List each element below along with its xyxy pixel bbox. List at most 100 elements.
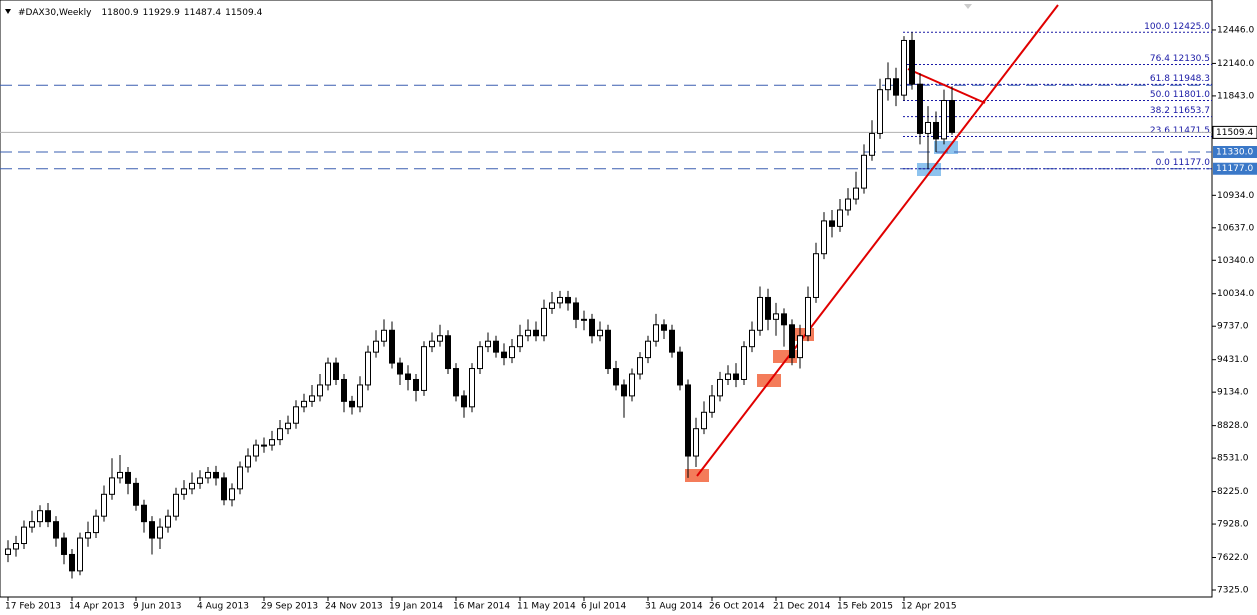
x-tick-label: 19 Jan 2014 <box>389 602 443 612</box>
candle-body <box>461 395 467 408</box>
trendline <box>696 4 1059 477</box>
candle-body <box>501 351 507 359</box>
menu-arrow <box>5 9 11 14</box>
candle-body <box>933 121 939 140</box>
candle-body <box>381 329 387 342</box>
candle-body <box>285 422 291 430</box>
fib-label: 50.0 11801.0 <box>1150 90 1210 100</box>
candle-body <box>813 253 819 298</box>
candle-body <box>229 488 235 501</box>
candle-body <box>317 384 323 397</box>
candle-body <box>165 515 171 528</box>
candle-body <box>925 121 931 134</box>
candle-body <box>645 340 651 359</box>
candle-body <box>789 324 795 359</box>
candle-body <box>581 318 587 321</box>
x-tick-label: 17 Feb 2013 <box>5 602 61 612</box>
candle-body <box>885 78 891 91</box>
candle-body <box>573 302 579 320</box>
candle-body <box>93 515 99 534</box>
shift-marker <box>964 4 972 9</box>
candle-body <box>741 346 747 380</box>
x-tick-label: 15 Feb 2015 <box>837 602 893 612</box>
header-value: 11487.4 <box>184 8 221 18</box>
candle-body <box>533 329 539 337</box>
y-tick-label: 8225.0 <box>1217 487 1249 497</box>
candle-body <box>493 340 499 353</box>
candle-body <box>541 307 547 337</box>
candle-body <box>701 411 707 430</box>
candle-body <box>877 89 883 134</box>
level-label-box <box>1213 162 1257 175</box>
candle-body <box>5 548 11 555</box>
candle-body <box>949 100 955 133</box>
x-tick-label: 21 Dec 2014 <box>773 602 831 612</box>
candle-body <box>13 543 19 550</box>
candle-body <box>629 373 635 397</box>
annotations <box>0 31 1212 482</box>
x-tick-label: 14 Apr 2013 <box>69 602 125 612</box>
y-tick-label: 8531.0 <box>1217 454 1249 464</box>
candle-body <box>205 471 211 479</box>
x-tick-label: 24 Nov 2013 <box>325 602 383 612</box>
candle-body <box>405 373 411 380</box>
candle-body <box>861 154 867 189</box>
candle-body <box>237 466 243 490</box>
y-tick-label: 7325.0 <box>1217 586 1249 596</box>
fib-label: 38.2 11653.7 <box>1150 106 1210 116</box>
candle-body <box>149 521 155 539</box>
candle-body <box>77 537 83 572</box>
y-tick-label: 11843.0 <box>1217 91 1254 101</box>
y-tick-label: 7928.0 <box>1217 520 1249 530</box>
fib-label: 76.4 12130.5 <box>1150 54 1210 64</box>
candle-body <box>597 329 603 337</box>
candle-body <box>437 335 443 342</box>
candle-body <box>509 346 515 359</box>
y-tick-label: 10637.0 <box>1217 223 1254 233</box>
y-tick-label: 9134.0 <box>1217 388 1249 398</box>
candle-body <box>669 329 675 353</box>
candle-body <box>869 132 875 156</box>
candle-body <box>733 373 739 380</box>
candle-body <box>709 395 715 413</box>
x-tick-label: 6 Jul 2014 <box>581 602 626 612</box>
candle-body <box>357 384 363 408</box>
x-tick-label: 12 Apr 2015 <box>901 602 957 612</box>
candle-body <box>37 510 43 523</box>
candle-body <box>605 329 611 370</box>
candle-body <box>397 362 403 375</box>
candle-body <box>589 318 595 337</box>
candle-body <box>837 209 843 227</box>
x-tick-label: 29 Sep 2013 <box>261 602 318 612</box>
fib-label: 100.0 12425.0 <box>1144 22 1210 32</box>
level-label-box <box>1213 146 1257 159</box>
candle-body <box>893 78 899 96</box>
candle-body <box>277 428 283 441</box>
candle-body <box>309 395 315 402</box>
x-tick-label: 16 Mar 2014 <box>453 602 510 612</box>
candle-body <box>269 439 275 446</box>
candle-body <box>341 378 347 402</box>
candle-body <box>261 444 267 447</box>
y-tick-label: 7622.0 <box>1217 553 1249 563</box>
symbol: #DAX30,Weekly <box>18 8 92 18</box>
candle-body <box>901 39 907 96</box>
candle-body <box>845 198 851 211</box>
candle-body <box>101 493 107 517</box>
candle-body <box>853 187 859 200</box>
candle-body <box>517 335 523 348</box>
candle-body <box>941 100 947 140</box>
candle-body <box>717 378 723 397</box>
candle-body <box>69 553 75 572</box>
candle-body <box>829 220 835 227</box>
candle-body <box>293 406 299 424</box>
level-label: 11177.0 <box>1216 164 1253 174</box>
header-value: 11929.9 <box>143 8 180 18</box>
candle-body <box>173 493 179 517</box>
candle-body <box>549 302 555 309</box>
candle-body <box>469 368 475 408</box>
level-label: 11330.0 <box>1216 148 1253 158</box>
y-tick-label: 12140.0 <box>1217 59 1254 69</box>
fib-label: 0.0 11177.0 <box>1156 158 1211 168</box>
